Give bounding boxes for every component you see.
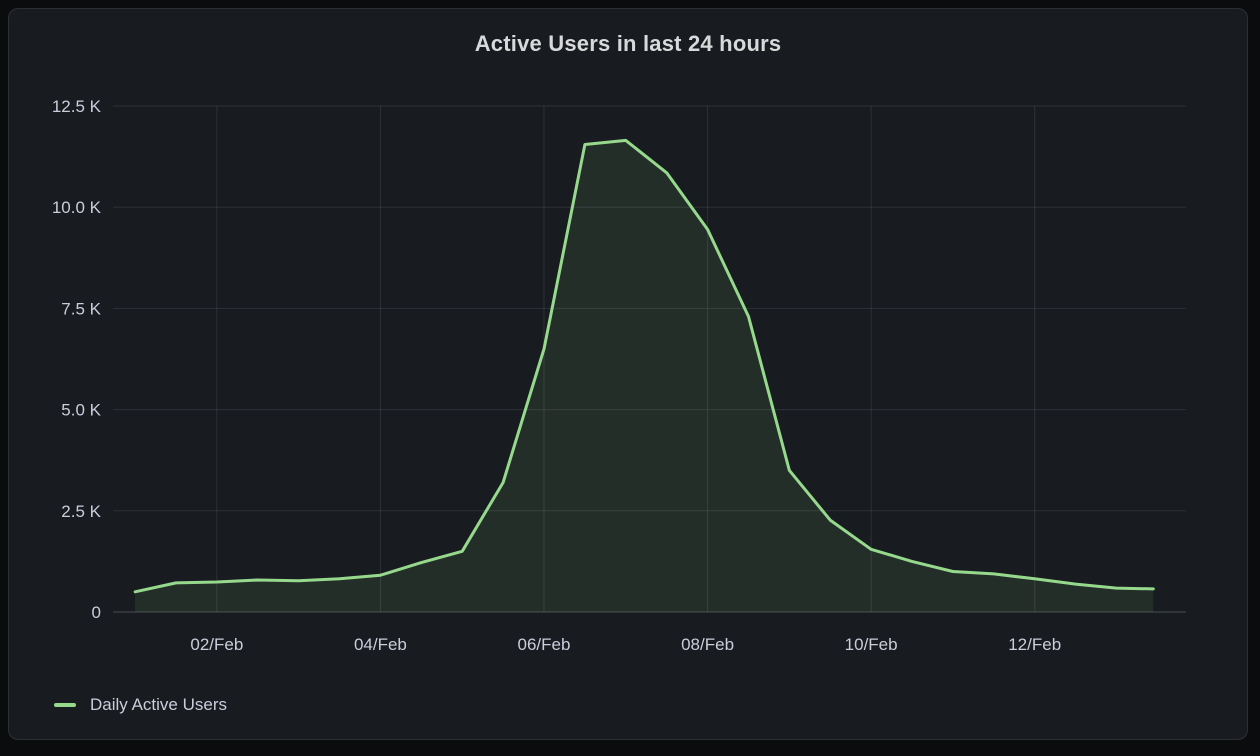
y-axis-tick-label: 2.5 K (61, 502, 101, 521)
legend-item-daily-active-users[interactable]: Daily Active Users (54, 696, 227, 713)
y-axis-tick-label: 7.5 K (61, 299, 101, 318)
y-axis-tick-label: 5.0 K (61, 401, 101, 420)
x-axis-tick-label: 04/Feb (354, 635, 407, 654)
x-axis-tick-label: 02/Feb (190, 635, 243, 654)
series-area-fill (135, 140, 1154, 612)
series-line (133, 138, 1155, 594)
time-series-panel: Active Users in last 24 hours 0 2.5 K 5.0 … (8, 8, 1248, 740)
x-axis-tick-label: 08/Feb (681, 635, 734, 654)
x-axis-tick-label: 10/Feb (845, 635, 898, 654)
panel-title[interactable]: Active Users in last 24 hours (474, 31, 782, 56)
y-axis-tick-label: 0 (92, 603, 101, 622)
time-series-chart[interactable]: 0 2.5 K 5.0 K 7.5 K 10.0 K 12.5 K 02/Feb 04/Feb… (9, 9, 1248, 740)
legend: Daily Active Users (54, 696, 227, 713)
x-axis-tick-label: 06/Feb (518, 635, 571, 654)
y-axis-tick-label: 10.0 K (52, 198, 102, 217)
y-axis-tick-label: 12.5 K (52, 97, 102, 116)
series-color-icon (54, 702, 76, 707)
x-axis-tick-label: 12/Feb (1008, 635, 1061, 654)
legend-item-label: Daily Active Users (90, 695, 227, 714)
